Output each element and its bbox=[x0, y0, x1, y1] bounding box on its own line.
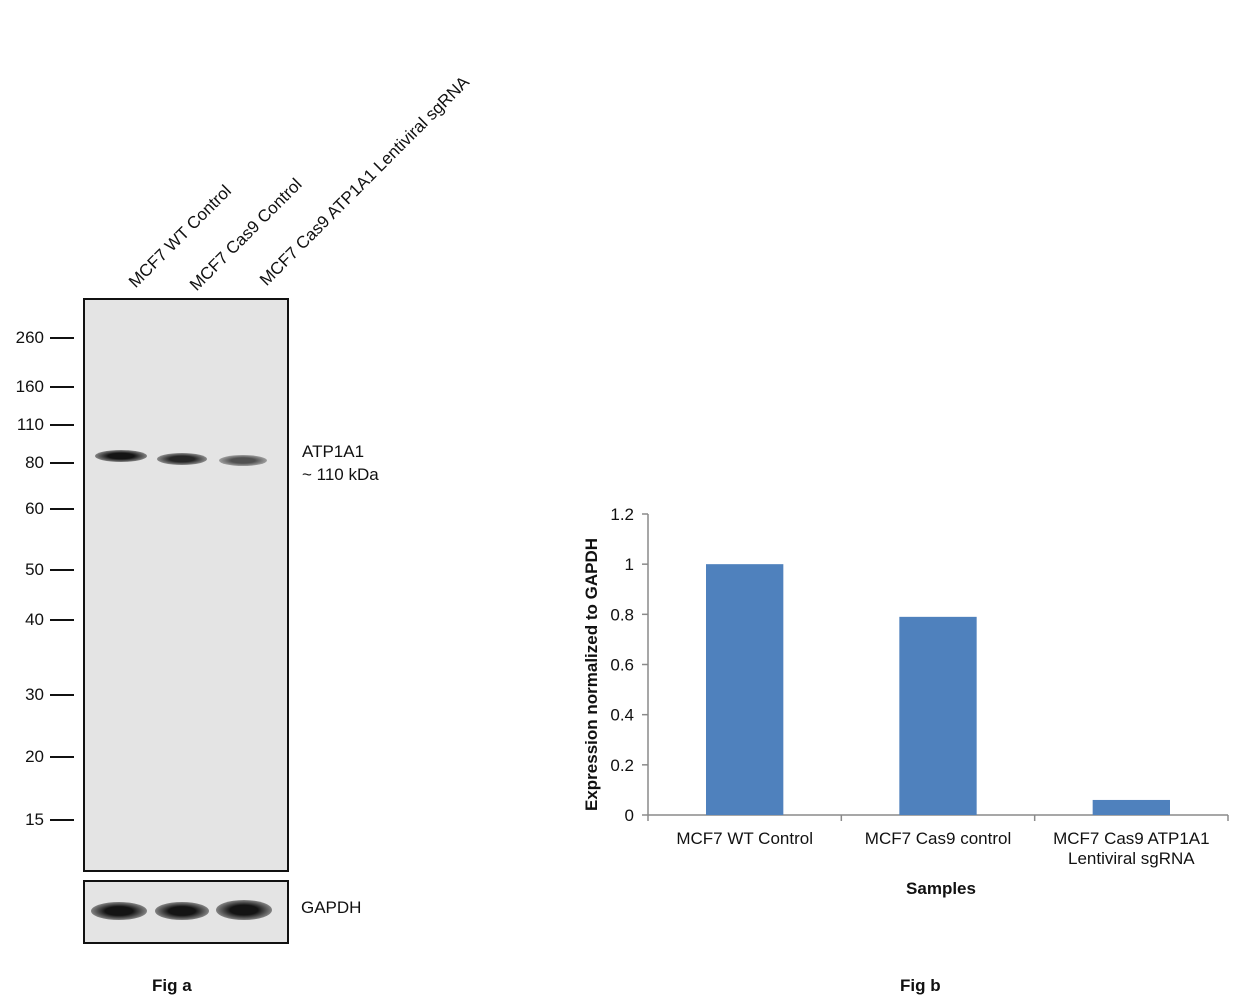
x-category-label: MCF7 Cas9 ATP1A1 bbox=[1053, 829, 1210, 848]
mw-marker-label: 40 bbox=[25, 610, 44, 629]
mw-marker-tick bbox=[50, 819, 74, 821]
mw-marker: 80 bbox=[0, 453, 80, 473]
gapdh-band bbox=[155, 902, 209, 920]
mw-marker-label: 20 bbox=[25, 747, 44, 766]
y-tick-label: 0.8 bbox=[610, 605, 634, 624]
mw-marker: 50 bbox=[0, 560, 80, 580]
mw-marker-label: 80 bbox=[25, 453, 44, 472]
atp1a1-band bbox=[95, 450, 147, 462]
blot-membrane-main bbox=[83, 298, 289, 872]
blot-membrane-gapdh bbox=[83, 880, 289, 944]
lane-label-2: MCF7 Cas9 Control bbox=[186, 174, 306, 295]
atp1a1-band bbox=[219, 455, 267, 466]
y-tick-label: 1 bbox=[625, 555, 634, 574]
x-category-label: MCF7 WT Control bbox=[676, 829, 813, 848]
mw-marker-tick bbox=[50, 619, 74, 621]
target-size-label: ~ 110 kDa bbox=[302, 465, 379, 484]
bar bbox=[899, 616, 977, 815]
mw-marker-tick bbox=[50, 424, 74, 426]
x-axis-title: Samples bbox=[906, 879, 976, 898]
y-tick-label: 0.2 bbox=[610, 756, 634, 775]
fig-a-caption: Fig a bbox=[152, 976, 192, 995]
mw-marker: 40 bbox=[0, 610, 80, 630]
mw-marker-tick bbox=[50, 508, 74, 510]
y-tick-label: 1.2 bbox=[610, 505, 634, 524]
mw-marker-label: 60 bbox=[25, 499, 44, 518]
loading-control-label: GAPDH bbox=[301, 898, 362, 917]
mw-marker-tick bbox=[50, 462, 74, 464]
mw-marker-label: 260 bbox=[15, 328, 44, 347]
gapdh-band bbox=[91, 902, 147, 920]
y-tick-label: 0.4 bbox=[610, 706, 634, 725]
y-tick-label: 0 bbox=[625, 806, 634, 825]
y-tick-label: 0.6 bbox=[610, 656, 634, 675]
mw-marker-tick bbox=[50, 569, 74, 571]
gapdh-band bbox=[216, 900, 272, 920]
mw-marker-tick bbox=[50, 337, 74, 339]
mw-marker-tick bbox=[50, 756, 74, 758]
atp1a1-band bbox=[157, 453, 207, 465]
y-axis-title: Expression normalized to GAPDH bbox=[582, 538, 601, 811]
mw-marker: 15 bbox=[0, 810, 80, 830]
mw-marker: 260 bbox=[0, 328, 80, 348]
mw-marker: 110 bbox=[0, 415, 80, 435]
mw-marker-label: 30 bbox=[25, 685, 44, 704]
mw-marker-tick bbox=[50, 386, 74, 388]
x-category-label: MCF7 Cas9 control bbox=[865, 829, 1011, 848]
mw-marker: 60 bbox=[0, 499, 80, 519]
mw-marker: 20 bbox=[0, 747, 80, 767]
bar-chart: 0 0.2 0.4 0.6 0.8 1 1.2 MCF7 WT Control MCF7 Cas… bbox=[582, 505, 1229, 898]
fig-b-caption: Fig b bbox=[900, 976, 941, 995]
mw-marker-label: 15 bbox=[25, 810, 44, 829]
mw-marker-label: 160 bbox=[15, 377, 44, 396]
x-category-label: Lentiviral sgRNA bbox=[1068, 849, 1195, 868]
mw-marker-label: 50 bbox=[25, 560, 44, 579]
mw-marker-tick bbox=[50, 694, 74, 696]
mw-marker: 160 bbox=[0, 377, 80, 397]
bar bbox=[706, 564, 784, 815]
bar bbox=[1092, 799, 1170, 815]
mw-marker-label: 110 bbox=[16, 415, 44, 434]
mw-marker: 30 bbox=[0, 685, 80, 705]
target-protein-label: ATP1A1 bbox=[302, 442, 365, 461]
